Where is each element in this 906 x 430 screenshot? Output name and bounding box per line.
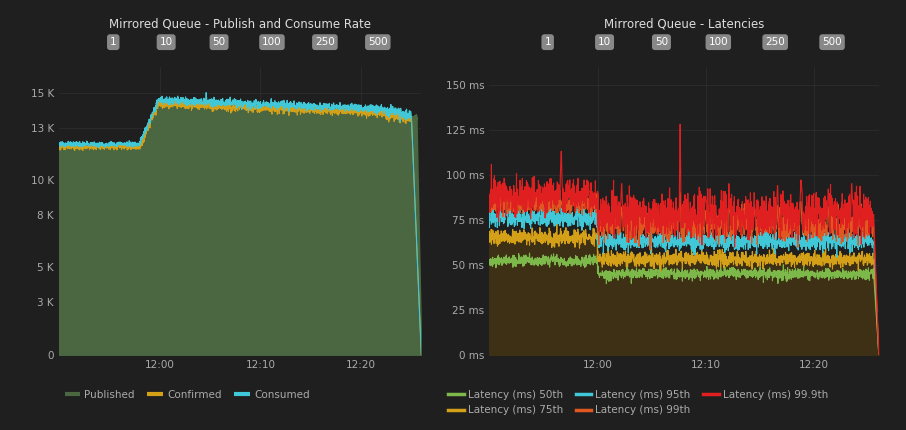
- Text: 10: 10: [598, 37, 612, 47]
- Text: 100: 100: [262, 37, 282, 47]
- Title: Mirrored Queue - Publish and Consume Rate: Mirrored Queue - Publish and Consume Rat…: [109, 18, 371, 31]
- Text: 50: 50: [213, 37, 226, 47]
- Text: 500: 500: [823, 37, 842, 47]
- Text: 500: 500: [368, 37, 388, 47]
- Text: 250: 250: [315, 37, 334, 47]
- Legend: Latency (ms) 50th, Latency (ms) 75th, Latency (ms) 95th, Latency (ms) 99th, Late: Latency (ms) 50th, Latency (ms) 75th, La…: [444, 386, 833, 419]
- Title: Mirrored Queue - Latencies: Mirrored Queue - Latencies: [603, 18, 765, 31]
- Text: 10: 10: [159, 37, 173, 47]
- Text: 100: 100: [708, 37, 728, 47]
- Text: 250: 250: [766, 37, 786, 47]
- Legend: Published, Confirmed, Consumed: Published, Confirmed, Consumed: [61, 386, 313, 404]
- Text: 50: 50: [655, 37, 668, 47]
- Text: 1: 1: [110, 37, 117, 47]
- Text: 1: 1: [545, 37, 551, 47]
